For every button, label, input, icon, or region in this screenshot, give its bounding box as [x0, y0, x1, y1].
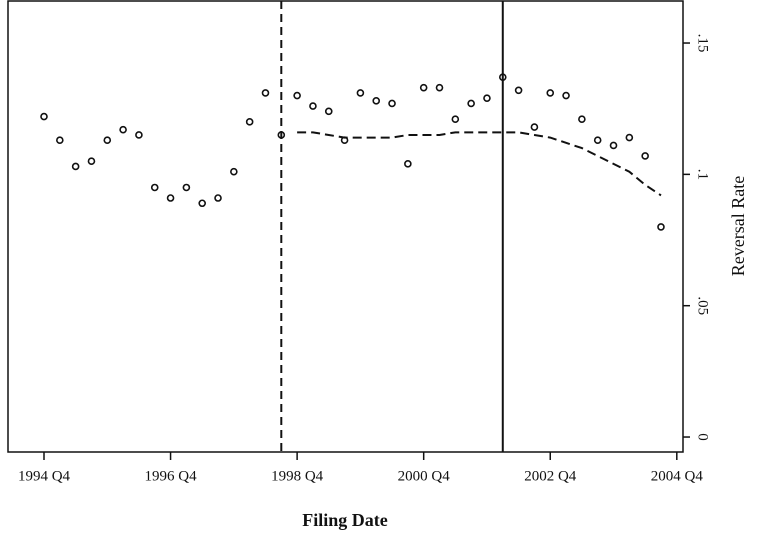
- data-point: [546, 89, 555, 97]
- data-point: [498, 73, 507, 81]
- data-point: [435, 83, 444, 92]
- data-point: [214, 194, 222, 202]
- fit-line: [297, 131, 662, 197]
- data-point: [593, 136, 602, 145]
- data-point: [372, 97, 381, 105]
- data-point: [277, 131, 286, 139]
- data-point: [388, 99, 396, 108]
- data-point: [40, 112, 48, 121]
- data-point: [135, 131, 143, 139]
- data-point: [356, 89, 365, 97]
- plot-frame: [7, 0, 684, 453]
- x-tick-label: 2004 Q4: [651, 468, 704, 484]
- data-point: [562, 91, 570, 100]
- data-point: [261, 89, 270, 97]
- data-point: [56, 136, 64, 145]
- data-point: [625, 133, 634, 142]
- data-point: [514, 86, 523, 95]
- x-axis-title: Filing Date: [302, 510, 388, 530]
- data-point: [483, 94, 491, 102]
- data-point: [451, 115, 460, 124]
- data-point: [71, 162, 80, 171]
- y-tick-label: .05: [695, 296, 711, 315]
- x-tick-label: 2002 Q4: [524, 468, 577, 484]
- data-point: [578, 115, 586, 124]
- data-point: [324, 107, 333, 116]
- x-tick-label: 1998 Q4: [271, 468, 324, 484]
- x-tick-label: 2000 Q4: [398, 468, 451, 484]
- y-tick-label: .15: [695, 34, 711, 53]
- data-point: [309, 102, 317, 110]
- data-point: [119, 125, 127, 134]
- data-point: [419, 83, 428, 92]
- data-point: [467, 99, 475, 108]
- data-point: [230, 167, 238, 176]
- y-tick-label: .1: [695, 169, 711, 180]
- data-point: [87, 157, 96, 166]
- y-axis-title: Reversal Rate: [728, 176, 748, 276]
- x-tick-label: 1996 Q4: [145, 468, 198, 484]
- data-point: [293, 91, 301, 100]
- data-point: [182, 183, 191, 192]
- data-point: [150, 183, 159, 192]
- y-tick-label: 0: [695, 433, 711, 441]
- data-point: [609, 141, 618, 150]
- data-point: [103, 136, 112, 145]
- data-point: [166, 194, 175, 202]
- data-point: [198, 199, 206, 208]
- data-point: [641, 152, 649, 160]
- data-point: [245, 118, 254, 126]
- data-point: [657, 223, 665, 231]
- x-tick-label: 1994 Q4: [18, 468, 71, 484]
- data-point: [530, 123, 539, 131]
- data-point: [404, 160, 412, 168]
